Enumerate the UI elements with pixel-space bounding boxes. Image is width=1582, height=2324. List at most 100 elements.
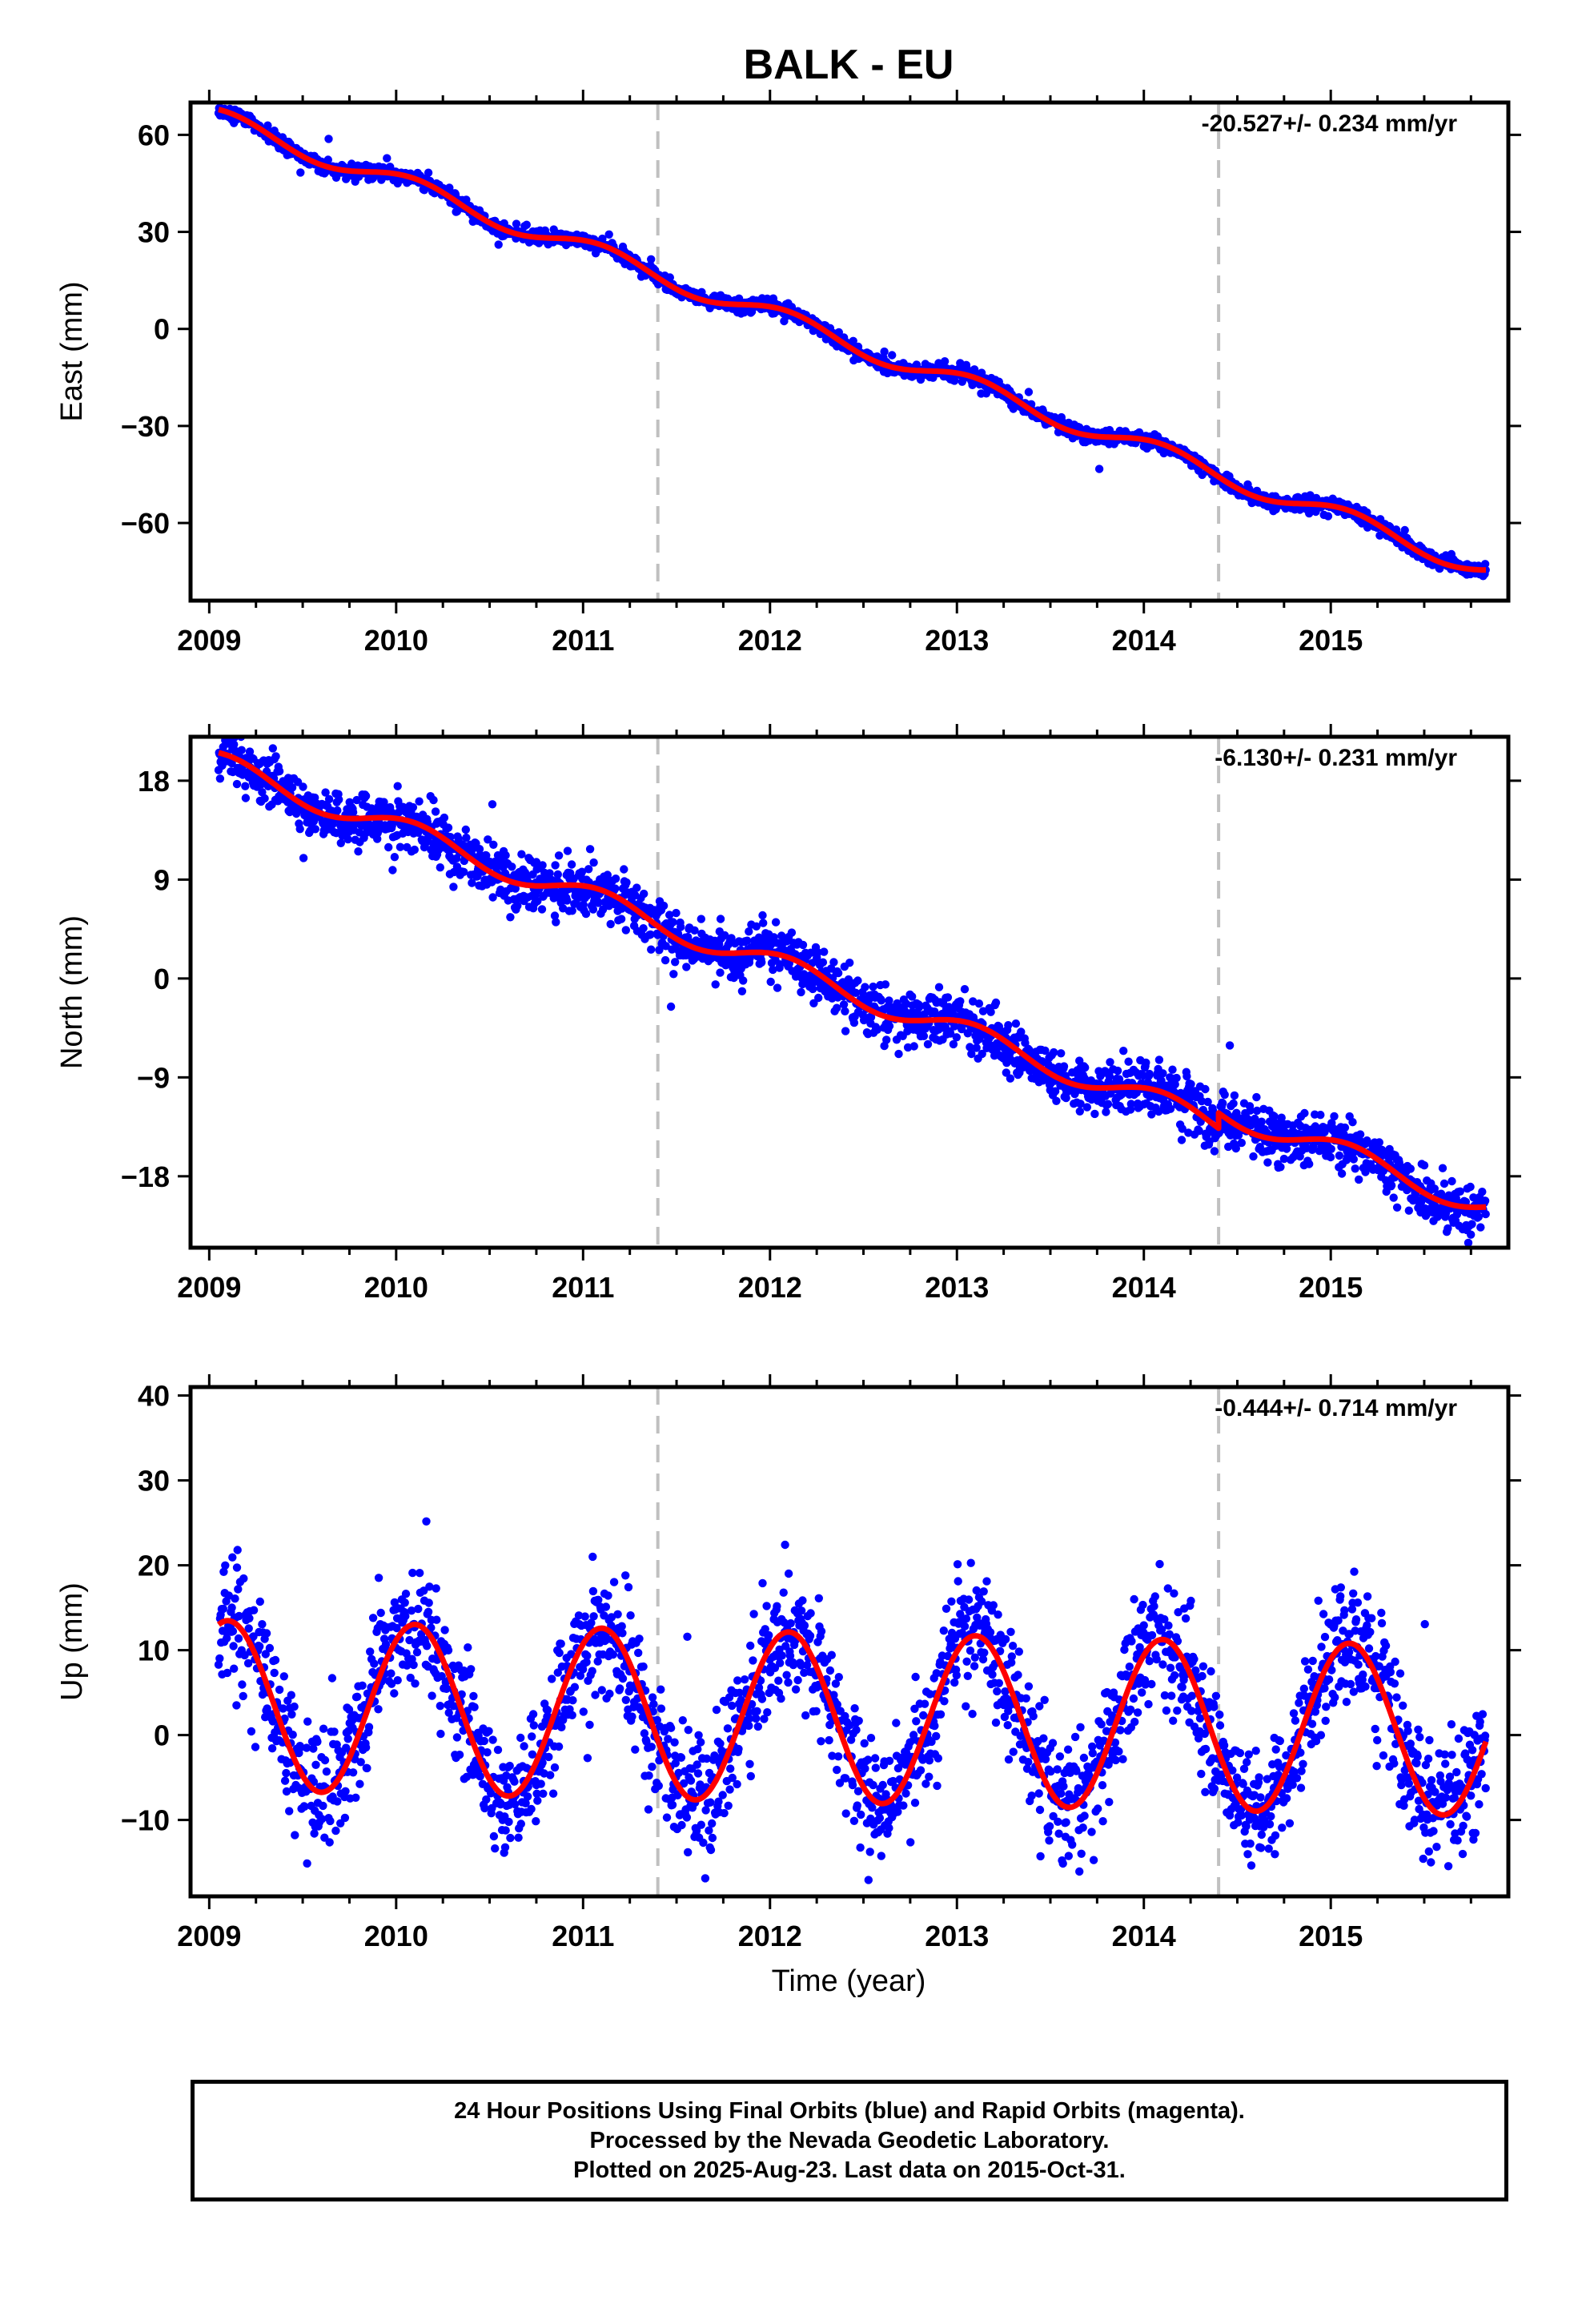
north-point [553, 870, 562, 879]
up-point [408, 1568, 417, 1578]
north-point [517, 850, 526, 858]
north-point [508, 862, 516, 871]
north-point [861, 983, 869, 991]
north-point [672, 908, 681, 918]
north-point [606, 919, 615, 929]
north-point [620, 865, 628, 874]
north-point [1201, 1084, 1210, 1094]
up-point [392, 1623, 401, 1633]
north-point [324, 794, 334, 804]
east-point [647, 255, 656, 263]
north-point [230, 740, 239, 749]
north-point [766, 977, 775, 987]
north-model-line [217, 750, 1488, 1211]
up-point [361, 1743, 371, 1752]
north-point [1006, 1074, 1015, 1083]
north-point [271, 752, 280, 761]
up-point [317, 1815, 327, 1823]
north-point [1277, 1113, 1286, 1122]
north-point [978, 1007, 988, 1015]
up-point [401, 1611, 410, 1621]
north-point [972, 1043, 981, 1052]
north-point [1430, 1184, 1439, 1193]
up-point [239, 1574, 248, 1583]
up-point [330, 1727, 339, 1736]
north-point [873, 1025, 881, 1035]
up-point [267, 1744, 277, 1753]
north-point [1327, 1144, 1335, 1154]
up-point [232, 1701, 241, 1710]
north-point [737, 987, 747, 996]
up-point [455, 1751, 464, 1759]
up-point [214, 1660, 223, 1669]
north-point [885, 996, 893, 1005]
up-point [423, 1642, 432, 1651]
east-y-axis-label: East (mm) [55, 281, 89, 421]
up-point [444, 1708, 453, 1717]
north-point [1126, 1100, 1136, 1108]
up-point [390, 1689, 399, 1698]
north-point [1406, 1164, 1415, 1173]
north-point [849, 1018, 859, 1027]
north-point [1389, 1193, 1398, 1202]
north-point [260, 794, 269, 803]
north-point [1270, 1112, 1279, 1121]
up-point [440, 1626, 449, 1634]
up-point [356, 1758, 365, 1767]
up-point [303, 1717, 312, 1726]
north-point [745, 927, 753, 936]
north-point [1379, 1166, 1388, 1176]
up-point [370, 1659, 379, 1668]
up-point [343, 1735, 352, 1743]
north-x-tick-label: 2014 [1112, 1271, 1176, 1304]
north-point [1468, 1220, 1476, 1228]
north-point [603, 870, 612, 879]
north-y-tick-label: 9 [154, 863, 170, 896]
up-point [387, 1669, 396, 1678]
up-point [282, 1768, 291, 1778]
north-point [268, 744, 277, 753]
east-y-tick-label: −30 [121, 410, 170, 443]
north-point [841, 1007, 849, 1016]
north-point [1011, 1019, 1021, 1028]
north-point [1052, 1096, 1061, 1106]
north-point [1480, 1196, 1490, 1205]
north-point [773, 983, 782, 992]
north-point [355, 828, 363, 837]
up-point [425, 1582, 434, 1591]
north-point [1249, 1152, 1258, 1161]
north-point [444, 823, 453, 832]
north-point [813, 948, 822, 957]
north-point [881, 980, 890, 989]
north-point [577, 867, 587, 876]
north-point [1197, 1096, 1207, 1106]
up-point [436, 1702, 444, 1711]
north-point [1102, 1108, 1110, 1116]
up-point [255, 1642, 264, 1651]
north-point [1305, 1160, 1314, 1168]
east-point [888, 351, 897, 360]
up-point [223, 1668, 232, 1678]
up-point [406, 1673, 415, 1683]
up-point [229, 1642, 238, 1651]
north-point [415, 797, 424, 806]
north-point [1106, 1058, 1114, 1067]
north-point [354, 847, 363, 856]
north-point [563, 846, 572, 855]
north-point [869, 982, 877, 991]
up-point [331, 1826, 340, 1835]
north-y-axis-label: North (mm) [55, 915, 89, 1069]
north-point [809, 999, 818, 1008]
north-point [245, 747, 255, 756]
east-point [512, 219, 521, 228]
up-point [363, 1763, 371, 1773]
north-point [1263, 1158, 1272, 1167]
north-point [769, 965, 777, 975]
north-point [410, 845, 419, 854]
north-point [611, 875, 620, 883]
north-point [1476, 1223, 1485, 1232]
north-point [237, 746, 246, 754]
east-x-tick-label: 2011 [552, 624, 614, 657]
up-point [231, 1594, 239, 1603]
north-point [373, 834, 382, 843]
